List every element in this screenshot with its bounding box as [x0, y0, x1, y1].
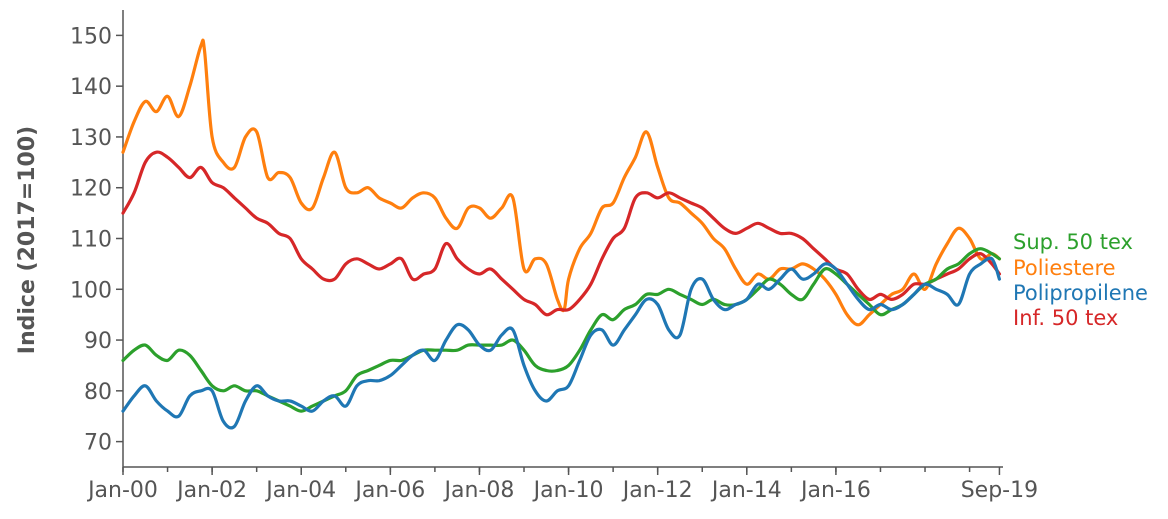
- x-tick-label: Jan-10: [532, 478, 604, 503]
- series-line-polipropilene: [121, 256, 1001, 430]
- legend-item-polipropilene: Polipropilene: [1013, 281, 1148, 305]
- x-tick-label: Jan-12: [621, 478, 693, 503]
- y-axis: 70 80 90 100 110 120 130 140 150: [70, 10, 124, 467]
- y-tick-label: 70: [84, 431, 112, 456]
- x-tick-label: Sep-19: [961, 478, 1038, 503]
- x-tick-label: Jan-16: [799, 478, 871, 503]
- x-tick-label: Jan-00: [86, 478, 158, 503]
- y-tick-label: 150: [70, 24, 112, 49]
- x-tick-label: Jan-08: [443, 478, 515, 503]
- y-tick-label: 90: [84, 329, 112, 354]
- y-axis-title: Indice (2017=100): [15, 126, 40, 354]
- y-tick-label: 120: [70, 177, 112, 202]
- x-axis: Jan-00 Jan-02 Jan-04 Jan-06 Jan-08 Jan-10 Jan-…: [86, 466, 1038, 503]
- legend-item-inf-50-tex: Inf. 50 tex: [1013, 306, 1118, 330]
- y-tick-label: 80: [84, 380, 112, 405]
- y-tick-label: 130: [70, 126, 112, 151]
- y-tick-label: 140: [70, 75, 112, 100]
- legend-item-poliestere: Poliestere: [1013, 256, 1116, 280]
- series-line-poliestere: [121, 38, 1001, 327]
- x-tick-label: Jan-02: [175, 478, 247, 503]
- y-tick-label: 110: [70, 228, 112, 253]
- y-tick-label: 100: [70, 278, 112, 303]
- x-tick-label: Jan-06: [353, 478, 425, 503]
- legend-item-sup-50-tex: Sup. 50 tex: [1013, 230, 1133, 254]
- x-tick-label: Jan-14: [710, 478, 782, 503]
- series-line-inf-50-tex: [121, 150, 1001, 317]
- series-group: [121, 38, 1001, 430]
- x-tick-label: Jan-04: [264, 478, 336, 503]
